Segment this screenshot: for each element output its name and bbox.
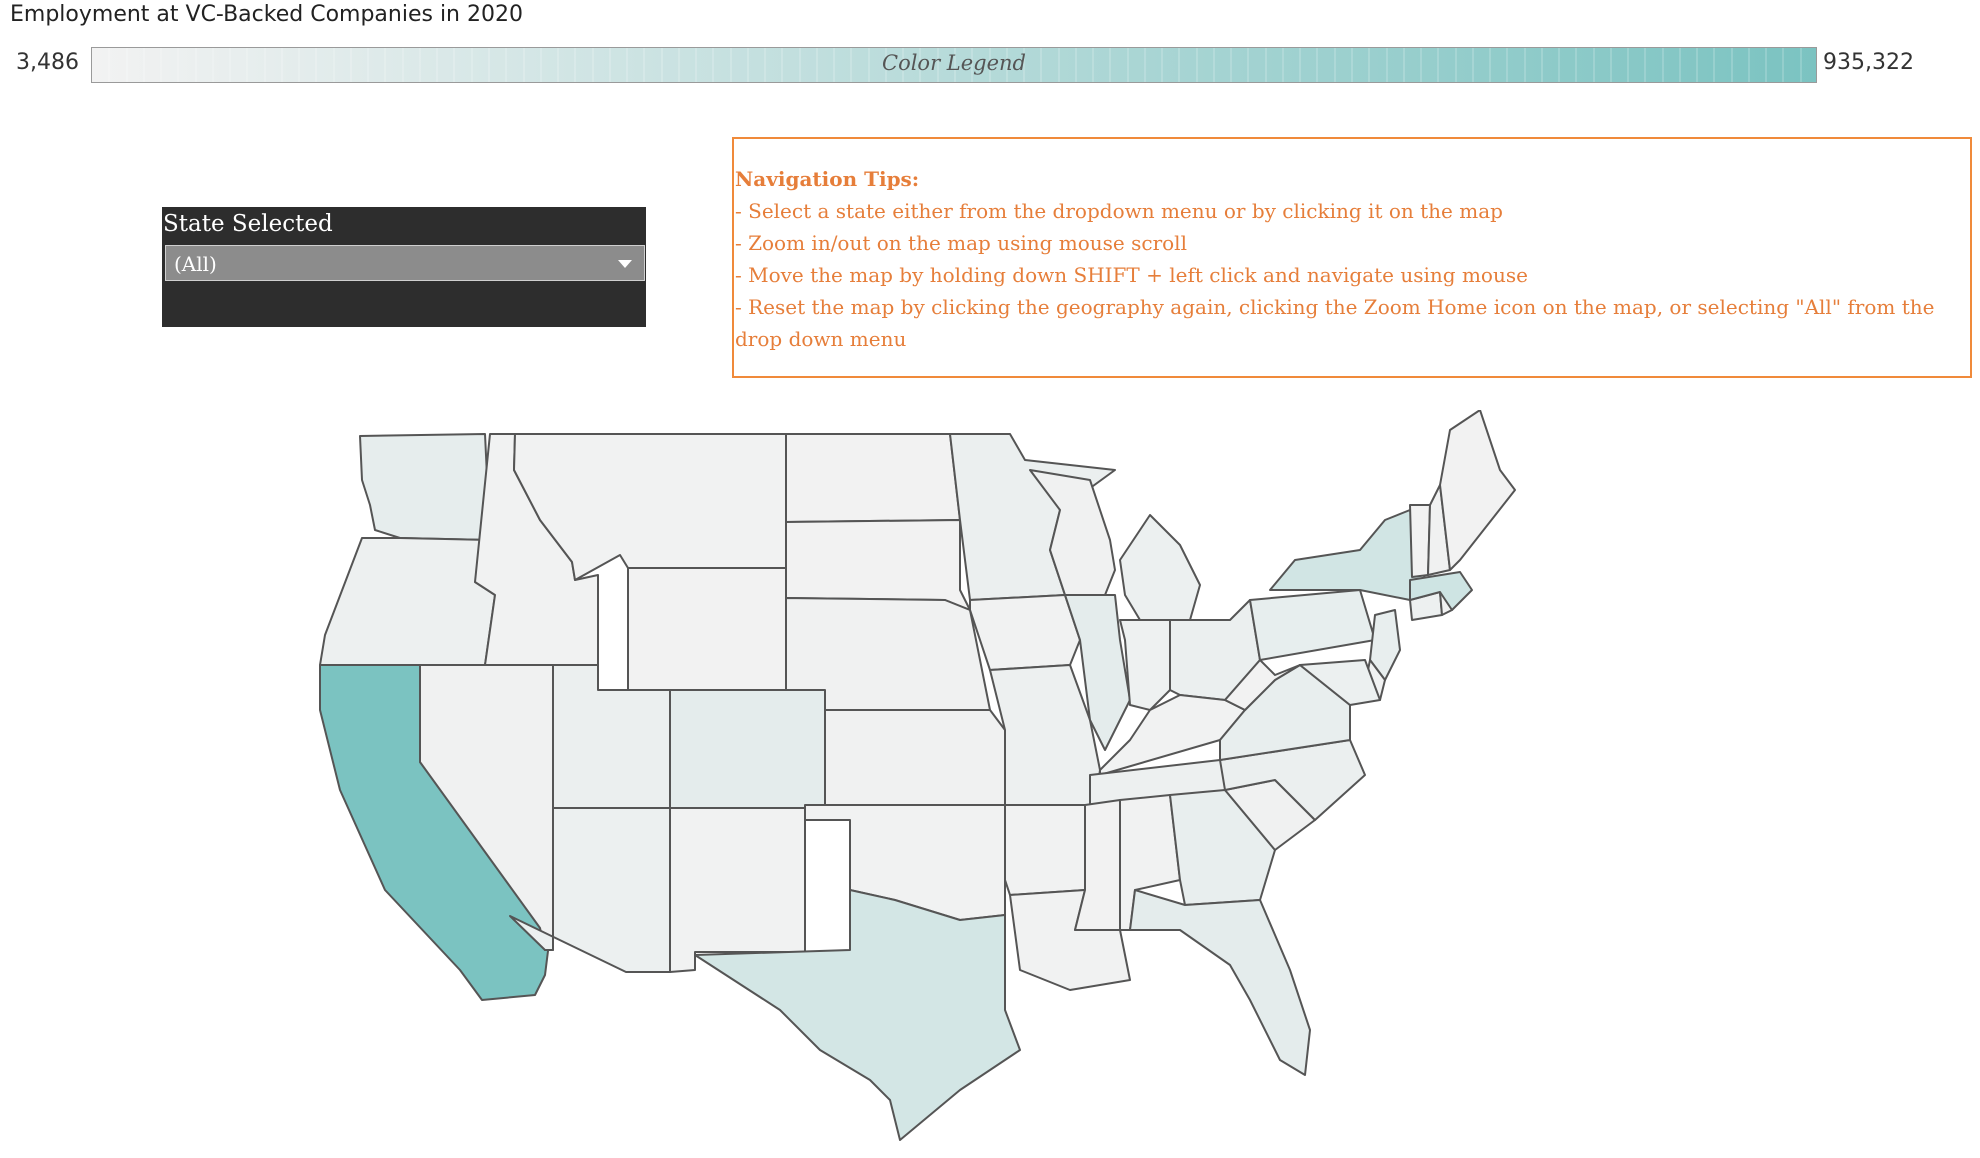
- state-filter-panel: State Selected (All): [162, 207, 646, 327]
- state-nj[interactable]: [1369, 609, 1401, 681]
- state-ny[interactable]: [1269, 509, 1426, 601]
- state-fl[interactable]: [1129, 889, 1311, 1076]
- navigation-tip: - Select a state either from the dropdow…: [735, 199, 1503, 223]
- state-nd[interactable]: [785, 433, 961, 523]
- legend-max-label: 935,322: [1823, 50, 1914, 75]
- caret-down-icon: [618, 260, 632, 268]
- color-legend-bar: Color Legend: [91, 47, 1817, 83]
- state-vt[interactable]: [1409, 504, 1431, 578]
- state-md[interactable]: [1299, 659, 1381, 706]
- navigation-tips-box: Navigation Tips: - Select a state either…: [732, 137, 1972, 378]
- state-dropdown-value: (All): [174, 252, 217, 276]
- navigation-tip: - Reset the map by clicking the geograph…: [735, 295, 1935, 351]
- color-legend-label: Color Legend: [882, 51, 1026, 75]
- navigation-tip: - Move the map by holding down SHIFT + l…: [735, 263, 1528, 287]
- state-wy[interactable]: [627, 567, 787, 691]
- state-sd[interactable]: [785, 519, 971, 611]
- state-tx[interactable]: [694, 889, 1021, 1141]
- state-il[interactable]: [1064, 594, 1131, 751]
- state-ms[interactable]: [1074, 799, 1121, 931]
- state-me[interactable]: [1439, 410, 1516, 571]
- state-dropdown[interactable]: (All): [165, 245, 645, 281]
- state-mo[interactable]: [989, 664, 1101, 811]
- navigation-tips-title: Navigation Tips:: [735, 167, 920, 191]
- legend-gradient: [92, 48, 1816, 82]
- state-co[interactable]: [669, 689, 826, 809]
- state-mi[interactable]: [1119, 514, 1201, 621]
- state-ks[interactable]: [824, 709, 1006, 806]
- us-map[interactable]: [300, 410, 1660, 1150]
- legend-min-label: 3,486: [16, 50, 79, 75]
- state-or[interactable]: [319, 537, 496, 666]
- state-ia[interactable]: [969, 594, 1081, 671]
- navigation-tip: - Zoom in/out on the map using mouse scr…: [735, 231, 1187, 255]
- state-filter-title: State Selected: [163, 211, 333, 237]
- page-title: Employment at VC-Backed Companies in 202…: [10, 2, 523, 27]
- state-pa[interactable]: [1249, 589, 1376, 661]
- state-ma[interactable]: [1409, 571, 1473, 611]
- state-nm[interactable]: [669, 807, 806, 973]
- state-wa[interactable]: [359, 433, 491, 541]
